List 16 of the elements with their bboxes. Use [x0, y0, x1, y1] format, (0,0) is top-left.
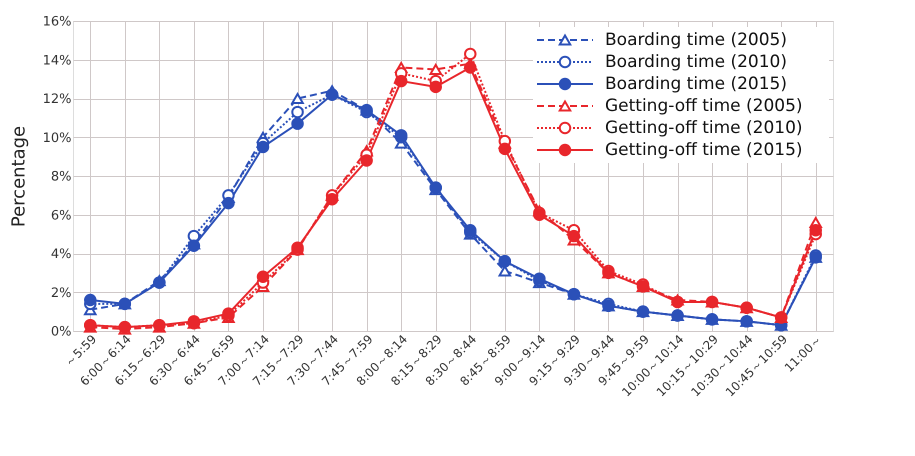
y-tick-label: 6% [50, 208, 72, 224]
y-tick-label: 16% [42, 14, 72, 30]
y-tick-label: 12% [42, 92, 72, 107]
y-tick-label: 2% [50, 286, 72, 301]
legend-label: Boarding time (2005) [605, 30, 787, 50]
y-tick-label: 8% [50, 170, 72, 184]
y-tick-label: 14% [42, 53, 72, 68]
y-tick-label: 10% [42, 130, 72, 146]
legend-label: Getting-off time (2005) [605, 96, 803, 116]
y-tick-label: 0% [50, 324, 72, 340]
legend-label: Getting-off time (2010) [605, 118, 803, 138]
y-tick-label: 4% [50, 247, 72, 262]
legend-label: Boarding time (2010) [605, 52, 787, 72]
legend-label: Getting-off time (2015) [605, 140, 803, 160]
legend-label: Boarding time (2015) [605, 74, 787, 94]
y-axis-title: Percentage [8, 126, 30, 228]
